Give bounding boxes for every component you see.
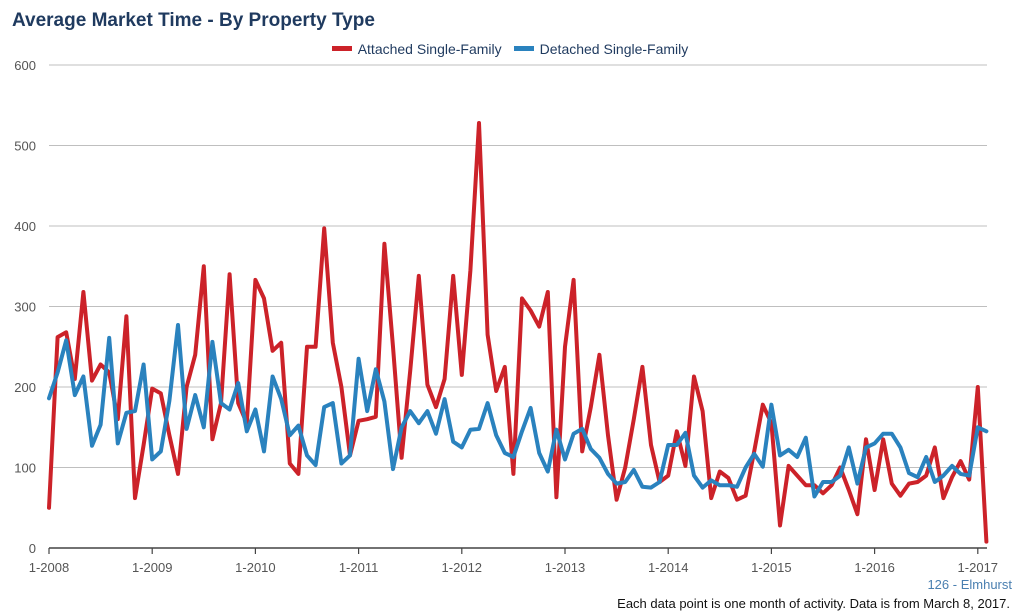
- x-tick-label: 1-2015: [751, 560, 791, 575]
- x-tick-label: 1-2012: [442, 560, 482, 575]
- region-label: 126 - Elmhurst: [927, 577, 1012, 592]
- y-tick-label: 500: [14, 139, 36, 154]
- legend-label: Attached Single-Family: [357, 40, 502, 57]
- x-tick-label: 1-2009: [132, 560, 172, 575]
- legend-item[interactable]: Detached Single-Family: [513, 40, 689, 57]
- y-tick-label: 200: [14, 380, 36, 395]
- y-tick-label: 600: [14, 58, 36, 73]
- legend-label: Detached Single-Family: [539, 40, 689, 57]
- legend-item[interactable]: Attached Single-Family: [331, 40, 502, 57]
- legend-swatch: [331, 46, 352, 51]
- y-tick-label: 0: [29, 541, 36, 556]
- x-tick-label: 1-2013: [545, 560, 585, 575]
- y-tick-label: 100: [14, 461, 36, 476]
- x-tick-label: 1-2010: [235, 560, 275, 575]
- x-tick-label: 1-2016: [854, 560, 894, 575]
- x-tick-label: 1-2017: [958, 560, 998, 575]
- legend-swatch: [513, 46, 534, 51]
- footnote: Each data point is one month of activity…: [617, 596, 1010, 611]
- y-tick-label: 300: [14, 300, 36, 315]
- series-line-attached-single-family: [47, 121, 989, 544]
- chart-title: Average Market Time - By Property Type: [12, 10, 375, 31]
- series-line-detached-single-family: [47, 323, 989, 499]
- x-tick-label: 1-2014: [648, 560, 688, 575]
- legend: Attached Single-Family Detached Single-Fa…: [0, 38, 1020, 57]
- x-tick-label: 1-2011: [339, 560, 379, 575]
- y-tick-label: 400: [14, 219, 36, 234]
- x-tick-label: 1-2008: [29, 560, 69, 575]
